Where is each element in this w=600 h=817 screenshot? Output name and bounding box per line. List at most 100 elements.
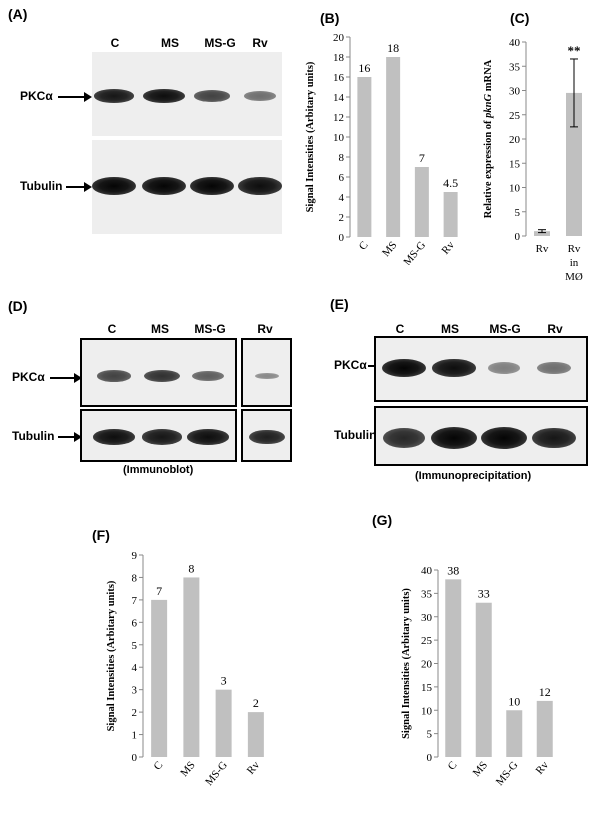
x-category-label: Rv in MØ [565,243,583,280]
lane-label: Rv [547,322,563,336]
y-tick-label: 6 [132,617,138,629]
y-tick-label: 25 [509,110,521,122]
immunoblot-pkc [80,338,237,407]
y-axis-title: Signal Intensities (Arbitary units) [106,580,117,731]
row-label-pkc: PKCα [334,358,367,372]
y-tick-label: 16 [333,72,345,84]
y-tick-label: 15 [509,158,521,170]
x-category-label: C [152,759,166,772]
x-category-label: Rv [245,759,263,777]
bar [357,77,372,237]
bar [215,689,232,757]
protein-band [481,427,527,449]
western-blot-pkc [92,52,282,136]
bar [247,712,264,757]
protein-band [93,429,135,445]
x-category-label: MS-G [401,239,428,265]
panel-label-d: (D) [8,298,28,314]
y-tick-label: 1 [132,730,138,742]
y-tick-label: 18 [333,52,345,64]
x-category-label: MS [471,759,490,779]
row-label-pkc: PKCα [12,370,45,384]
panel-label-g: (G) [372,512,393,528]
y-axis-title: Relative expression of pknG mRNA [483,59,494,218]
y-tick-label: 5 [132,640,138,652]
arrow-indicator [50,377,74,379]
data-label: 33 [478,587,490,601]
caption-immunoprecipitation: (Immunoprecipitation) [415,470,532,482]
arrow-indicator [58,436,74,438]
x-category-label: Rv [439,239,457,257]
y-tick-label: 25 [421,635,433,647]
y-tick-label: 30 [509,86,521,98]
bar [445,579,462,757]
protein-band [488,362,520,374]
y-tick-label: 5 [427,729,433,741]
protein-band [193,90,231,102]
y-axis-title: Signal Intensities (Arbitary units) [401,588,412,739]
x-category-label: MS [380,239,399,259]
x-category-label: C [357,239,371,252]
y-tick-label: 15 [421,682,433,694]
y-tick-label: 2 [132,707,138,719]
data-label: 38 [447,563,459,577]
protein-band [143,89,185,103]
chart-c: 0 5 10 15 20 25 30 35 40 Relative expression of p… [483,37,583,280]
panel-label-e: (E) [330,296,349,312]
y-tick-label: 5 [515,207,521,219]
protein-band [192,370,224,382]
data-label: 8 [188,561,194,575]
arrow-head-icon [74,432,82,442]
immunoprecipitation-tubulin [374,406,588,466]
data-label: 16 [358,61,370,75]
y-tick-label: 0 [427,752,433,764]
row-label-tubulin: Tubulin [334,428,377,442]
panel-label-b: (B) [320,10,340,26]
y-tick-label: 35 [421,588,433,600]
bar [534,231,550,236]
bar [475,602,492,757]
chart-b: 0 2 4 6 8 10 12 14 16 18 20 Signal Intensities (Arb… [305,32,458,265]
y-tick-label: 10 [333,132,345,144]
protein-band [144,369,180,383]
protein-band [93,89,135,103]
immunoprecipitation-pkc [374,336,588,402]
y-tick-label: 8 [339,152,345,164]
y-tick-label: 10 [509,183,521,195]
lane-label: MS [441,322,459,336]
lane-label: Rv [257,322,273,336]
data-label: 2 [253,696,259,710]
panel-label-a: (A) [8,6,28,22]
immunoblot-tubulin-rv [241,409,292,462]
y-tick-label: 12 [333,112,344,124]
panel-label-c: (C) [510,10,530,26]
row-label-tubulin: Tubulin [12,429,55,443]
immunoblot-tubulin [80,409,237,462]
protein-band [190,177,234,195]
y-tick-label: 20 [333,32,345,44]
x-category-label: C [446,759,460,772]
y-tick-label: 2 [339,212,345,224]
chart-g: 0 5 10 15 20 25 30 35 40 Signal Intensities (Arbi… [401,563,553,788]
y-tick-label: 0 [132,752,138,764]
data-label: 12 [539,685,551,699]
row-label-tubulin: Tubulin [20,179,63,193]
y-tick-label: 30 [421,612,433,624]
x-category-label: Rv [534,759,552,777]
protein-band [142,177,186,195]
data-label: 3 [221,674,227,688]
western-blot-tubulin [92,140,282,234]
y-tick-label: 14 [333,92,345,104]
y-tick-label: 10 [421,705,433,717]
y-tick-label: 8 [132,572,138,584]
data-label: 7 [419,151,425,165]
lane-label: MS-G [194,322,226,336]
protein-band [92,177,136,195]
y-tick-label: 9 [132,550,138,562]
y-tick-label: 0 [339,232,345,244]
y-axis-title: Signal Intensities (Arbitary units) [305,61,316,212]
lane-label: Rv [252,36,268,50]
protein-band [382,428,426,448]
protein-band [244,91,276,101]
y-tick-label: 7 [132,595,138,607]
